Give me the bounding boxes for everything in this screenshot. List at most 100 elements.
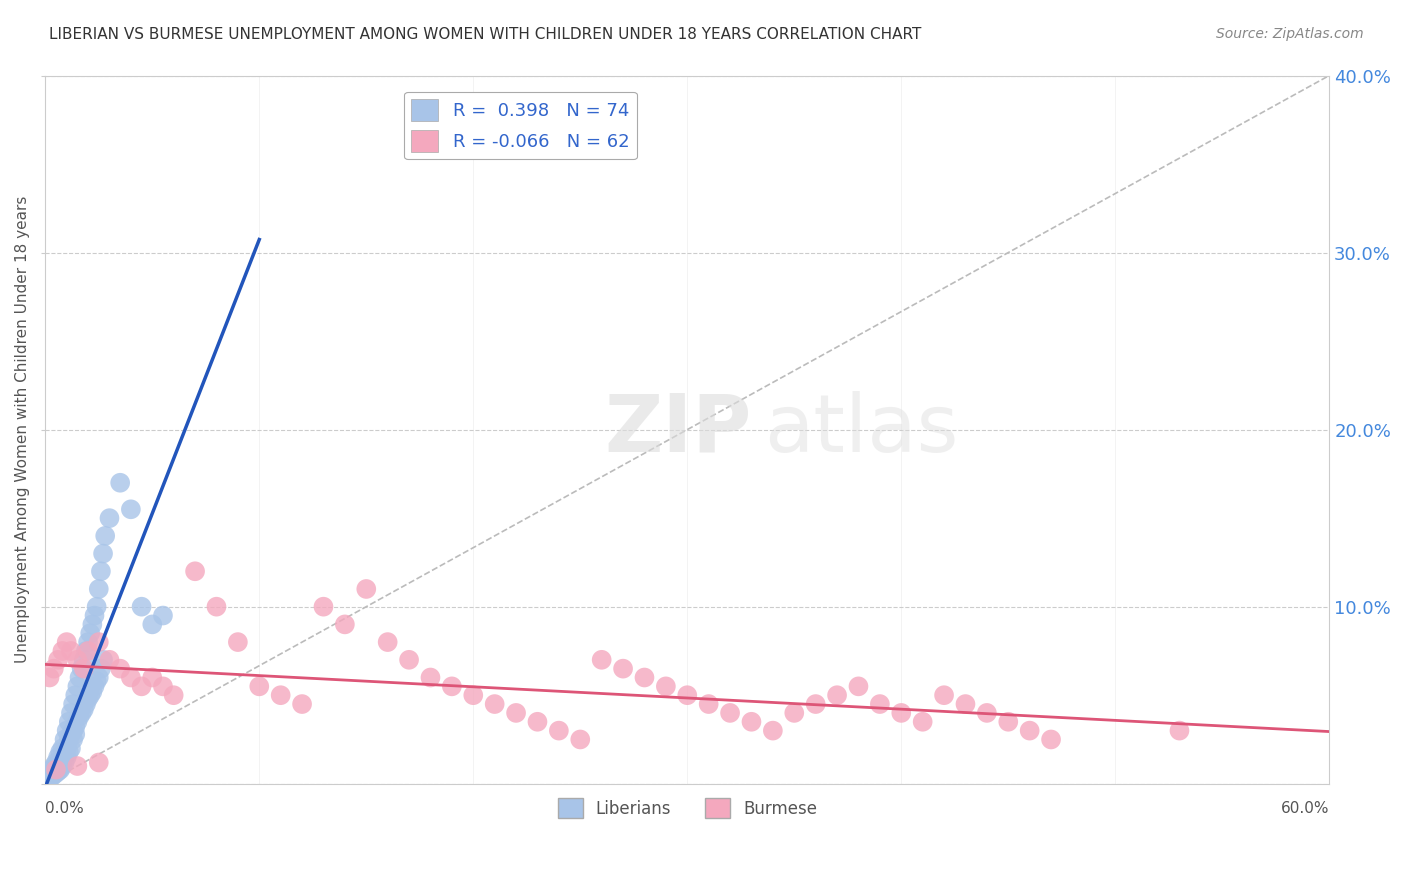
Point: [91, 547, 114, 561]
Point: [141, 617, 163, 632]
Point: [697, 697, 720, 711]
Point: [82, 684, 104, 698]
Point: [108, 475, 131, 490]
Point: [141, 671, 163, 685]
Point: [869, 697, 891, 711]
Point: [184, 564, 207, 578]
Point: [41, 763, 63, 777]
Point: [49, 756, 72, 770]
Point: [312, 599, 335, 614]
Point: [463, 688, 485, 702]
Point: [42, 764, 65, 779]
Point: [53, 732, 76, 747]
Point: [59, 741, 82, 756]
Point: [77, 691, 100, 706]
Point: [55, 750, 77, 764]
Point: [911, 714, 934, 729]
Point: [75, 644, 97, 658]
Point: [58, 745, 80, 759]
Point: [66, 759, 89, 773]
Point: [377, 635, 399, 649]
Point: [73, 662, 96, 676]
Point: [55, 741, 77, 756]
Point: [87, 671, 110, 685]
Point: [120, 671, 142, 685]
Point: [419, 671, 441, 685]
Point: [526, 714, 548, 729]
Point: [51, 741, 73, 756]
Point: [79, 688, 101, 702]
Point: [655, 679, 678, 693]
Point: [37, 773, 59, 788]
Point: [83, 679, 105, 693]
Point: [62, 723, 84, 738]
Point: [46, 653, 69, 667]
Point: [42, 662, 65, 676]
Point: [53, 745, 76, 759]
Text: LIBERIAN VS BURMESE UNEMPLOYMENT AMONG WOMEN WITH CHILDREN UNDER 18 YEARS CORREL: LIBERIAN VS BURMESE UNEMPLOYMENT AMONG W…: [49, 27, 921, 42]
Point: [70, 662, 93, 676]
Point: [569, 732, 592, 747]
Point: [398, 653, 420, 667]
Point: [131, 599, 153, 614]
Point: [98, 653, 121, 667]
Point: [98, 511, 121, 525]
Point: [226, 635, 249, 649]
Point: [676, 688, 699, 702]
Point: [46, 750, 69, 764]
Legend: Liberians, Burmese: Liberians, Burmese: [551, 791, 824, 825]
Point: [73, 653, 96, 667]
Point: [783, 706, 806, 720]
Point: [46, 764, 69, 779]
Point: [90, 662, 112, 676]
Point: [163, 688, 186, 702]
Point: [612, 662, 634, 676]
Point: [51, 750, 73, 764]
Point: [740, 714, 762, 729]
Point: [152, 608, 174, 623]
Point: [46, 759, 69, 773]
Point: [45, 766, 67, 780]
Point: [718, 706, 741, 720]
Point: [49, 763, 72, 777]
Point: [247, 679, 270, 693]
Point: [633, 671, 655, 685]
Point: [69, 671, 91, 685]
Point: [73, 702, 96, 716]
Point: [66, 714, 89, 729]
Point: [65, 727, 87, 741]
Point: [890, 706, 912, 720]
Point: [291, 697, 314, 711]
Point: [49, 745, 72, 759]
Text: ZIP: ZIP: [605, 391, 751, 468]
Point: [90, 564, 112, 578]
Point: [91, 653, 114, 667]
Point: [547, 723, 569, 738]
Point: [997, 714, 1019, 729]
Point: [37, 772, 59, 786]
Point: [58, 732, 80, 747]
Point: [59, 706, 82, 720]
Point: [131, 679, 153, 693]
Point: [976, 706, 998, 720]
Point: [41, 766, 63, 780]
Point: [38, 768, 60, 782]
Point: [270, 688, 292, 702]
Point: [591, 653, 613, 667]
Point: [42, 768, 65, 782]
Text: Source: ZipAtlas.com: Source: ZipAtlas.com: [1216, 27, 1364, 41]
Point: [38, 671, 60, 685]
Point: [1168, 723, 1191, 738]
Point: [87, 635, 110, 649]
Point: [59, 644, 82, 658]
Point: [120, 502, 142, 516]
Point: [62, 697, 84, 711]
Point: [55, 635, 77, 649]
Point: [82, 617, 104, 632]
Point: [55, 723, 77, 738]
Point: [38, 772, 60, 786]
Point: [108, 662, 131, 676]
Point: [1018, 723, 1040, 738]
Point: [86, 674, 108, 689]
Point: [1040, 732, 1063, 747]
